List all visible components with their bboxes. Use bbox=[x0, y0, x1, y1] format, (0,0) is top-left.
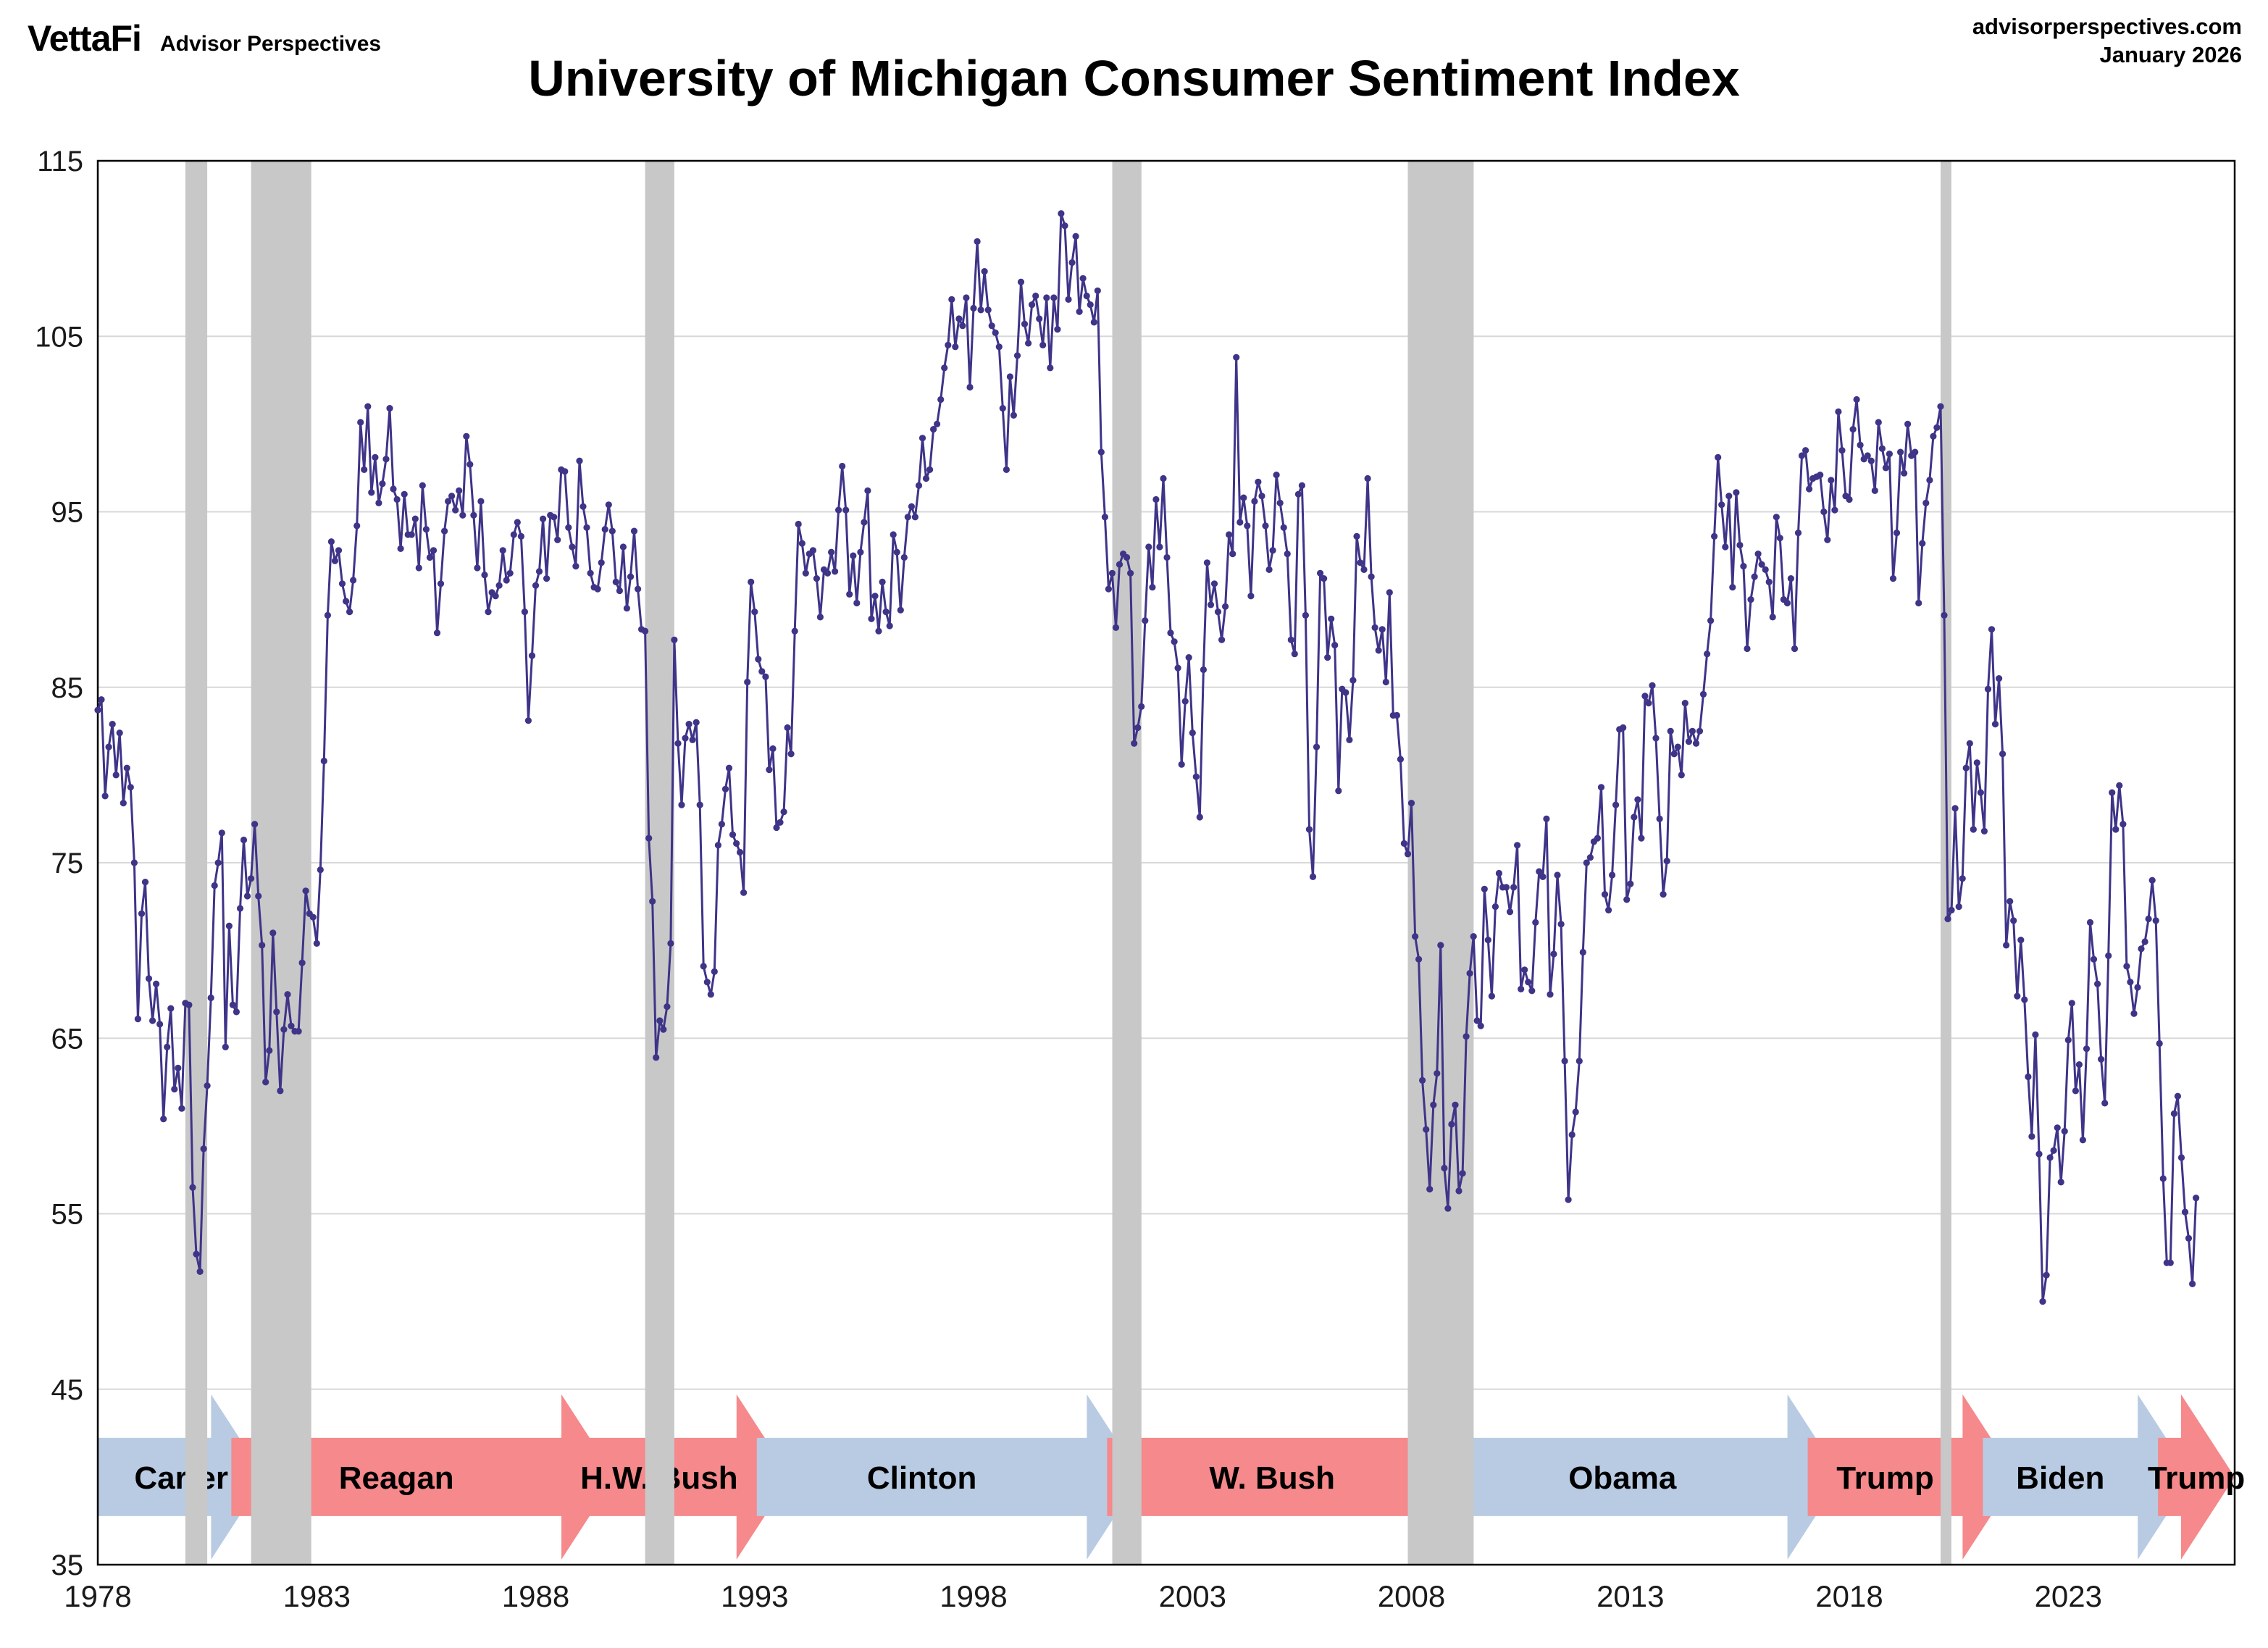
gridlines bbox=[98, 335, 2235, 1390]
president-arrows: Carter Reagan H.W. Bush Clinton W. Bush Obama… bbox=[98, 1394, 2245, 1560]
y-axis-labels: 35 45 55 65 75 85 95 105 115 bbox=[35, 146, 83, 1581]
y-tick-label: 85 bbox=[51, 672, 84, 704]
y-tick-label: 95 bbox=[51, 497, 84, 529]
vettafi-logo-text: VettaFi bbox=[28, 18, 142, 59]
source-url: advisorperspectives.com bbox=[1972, 14, 2242, 39]
y-tick-label: 45 bbox=[51, 1374, 84, 1406]
sentiment-line bbox=[96, 212, 2198, 1303]
president-arrow bbox=[98, 1394, 265, 1560]
x-tick-label: 1988 bbox=[502, 1579, 569, 1613]
president-arrow bbox=[1457, 1394, 1841, 1560]
y-tick-label: 55 bbox=[51, 1199, 84, 1231]
president-label: Biden bbox=[2016, 1460, 2104, 1496]
president-arrow bbox=[2158, 1394, 2235, 1560]
president-label: Trump bbox=[2148, 1460, 2245, 1496]
x-tick-label: 1983 bbox=[283, 1579, 351, 1613]
sentiment-data-points bbox=[94, 210, 2200, 1305]
president-arrow bbox=[1807, 1394, 2017, 1560]
president-arrow bbox=[582, 1394, 790, 1560]
y-tick-label: 105 bbox=[35, 321, 83, 353]
recession-band bbox=[185, 161, 208, 1565]
x-tick-label: 2013 bbox=[1597, 1579, 1664, 1613]
president-arrow bbox=[1107, 1394, 1491, 1560]
x-axis-labels: 1978 1983 1988 1993 1998 2003 2008 2013 2018 2023 bbox=[64, 1579, 2102, 1613]
recession-band bbox=[1407, 161, 1474, 1565]
x-tick-label: 1978 bbox=[64, 1579, 131, 1613]
consumer-sentiment-chart: Carter Reagan H.W. Bush Clinton W. Bush Obama… bbox=[35, 146, 2245, 1613]
president-arrow bbox=[231, 1394, 615, 1560]
recession-band bbox=[1112, 161, 1142, 1565]
recession-band bbox=[251, 161, 311, 1565]
president-label: Trump bbox=[1836, 1460, 1933, 1496]
x-tick-label: 1998 bbox=[940, 1579, 1007, 1613]
president-arrow bbox=[1983, 1394, 2192, 1560]
x-tick-label: 2003 bbox=[1159, 1579, 1226, 1613]
x-tick-label: 1993 bbox=[721, 1579, 788, 1613]
plot-frame bbox=[96, 159, 2236, 1566]
recession-bands bbox=[185, 161, 1951, 1565]
source-date: January 2026 bbox=[2099, 41, 2242, 67]
president-arrow bbox=[756, 1394, 1141, 1560]
y-tick-label: 115 bbox=[37, 146, 83, 177]
page-title: University of Michigan Consumer Sentimen… bbox=[528, 50, 1740, 106]
president-label: Reagan bbox=[339, 1460, 454, 1496]
x-tick-label: 2023 bbox=[2035, 1579, 2102, 1613]
president-label: W. Bush bbox=[1209, 1460, 1335, 1496]
recession-band bbox=[1941, 161, 1951, 1565]
president-label: Carter bbox=[134, 1460, 228, 1496]
x-tick-label: 2018 bbox=[1815, 1579, 1883, 1613]
y-tick-label: 65 bbox=[51, 1023, 84, 1055]
advisor-perspectives-label: Advisor Perspectives bbox=[159, 32, 382, 56]
x-tick-label: 2008 bbox=[1378, 1579, 1445, 1613]
president-label: Obama bbox=[1568, 1460, 1677, 1496]
y-tick-label: 35 bbox=[51, 1549, 84, 1581]
vettafi-logo: VettaFi Advisor Perspectives bbox=[28, 17, 381, 59]
y-tick-label: 75 bbox=[51, 848, 84, 879]
source-block: advisorperspectives.com January 2026 bbox=[1972, 13, 2242, 70]
president-label: Clinton bbox=[867, 1460, 977, 1496]
